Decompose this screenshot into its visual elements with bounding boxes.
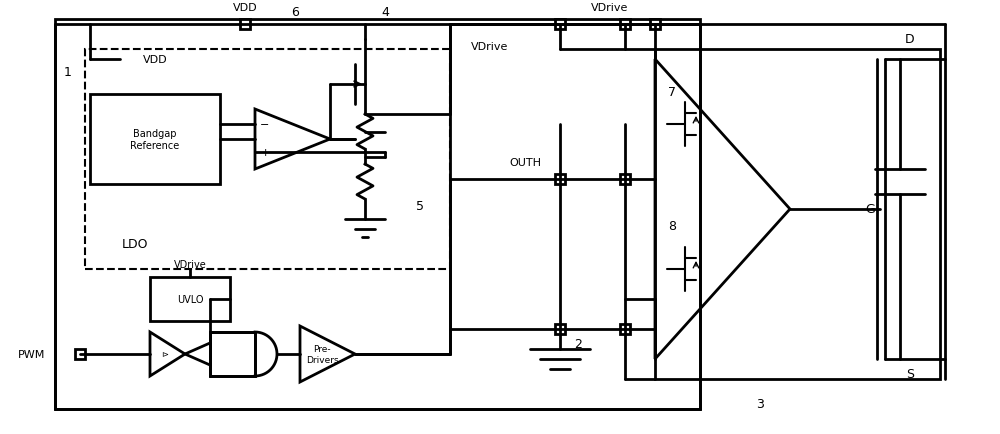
Text: UVLO: UVLO — [177, 294, 203, 304]
Text: 3: 3 — [756, 398, 764, 411]
Text: D: D — [905, 33, 915, 46]
Bar — [90, 95, 220, 184]
Bar — [620, 324, 630, 334]
Bar — [210, 332, 255, 376]
Bar — [85, 50, 450, 270]
Text: Bandgap
Reference: Bandgap Reference — [130, 129, 180, 151]
Text: PWM: PWM — [18, 349, 45, 359]
Text: 5: 5 — [416, 200, 424, 213]
Text: VDrive: VDrive — [591, 3, 629, 13]
Text: LDO: LDO — [122, 238, 148, 251]
Bar — [55, 20, 700, 409]
Text: VDD: VDD — [143, 55, 167, 65]
Bar — [555, 20, 565, 30]
Bar — [650, 20, 660, 30]
Bar — [240, 20, 250, 30]
Text: +: + — [260, 148, 270, 158]
Text: ⊳: ⊳ — [162, 350, 168, 358]
Bar — [655, 50, 940, 379]
Text: S: S — [906, 368, 914, 381]
Text: 6: 6 — [291, 7, 299, 20]
Text: −: − — [260, 120, 270, 130]
Bar — [620, 174, 630, 184]
Bar — [555, 174, 565, 184]
Text: OUTH: OUTH — [509, 158, 541, 168]
Text: G: G — [865, 203, 875, 216]
Text: VDrive: VDrive — [471, 42, 509, 52]
Text: 1: 1 — [64, 66, 72, 79]
Text: 2: 2 — [574, 338, 582, 351]
Text: 8: 8 — [668, 220, 676, 233]
Text: 7: 7 — [668, 86, 676, 99]
Bar — [555, 324, 565, 334]
Text: Pre-
Drivers: Pre- Drivers — [306, 345, 338, 364]
Text: VDrive: VDrive — [174, 260, 206, 270]
Bar — [620, 20, 630, 30]
Bar — [150, 277, 230, 321]
Bar — [75, 349, 85, 359]
Text: VDD: VDD — [233, 3, 257, 13]
Text: 4: 4 — [381, 7, 389, 20]
